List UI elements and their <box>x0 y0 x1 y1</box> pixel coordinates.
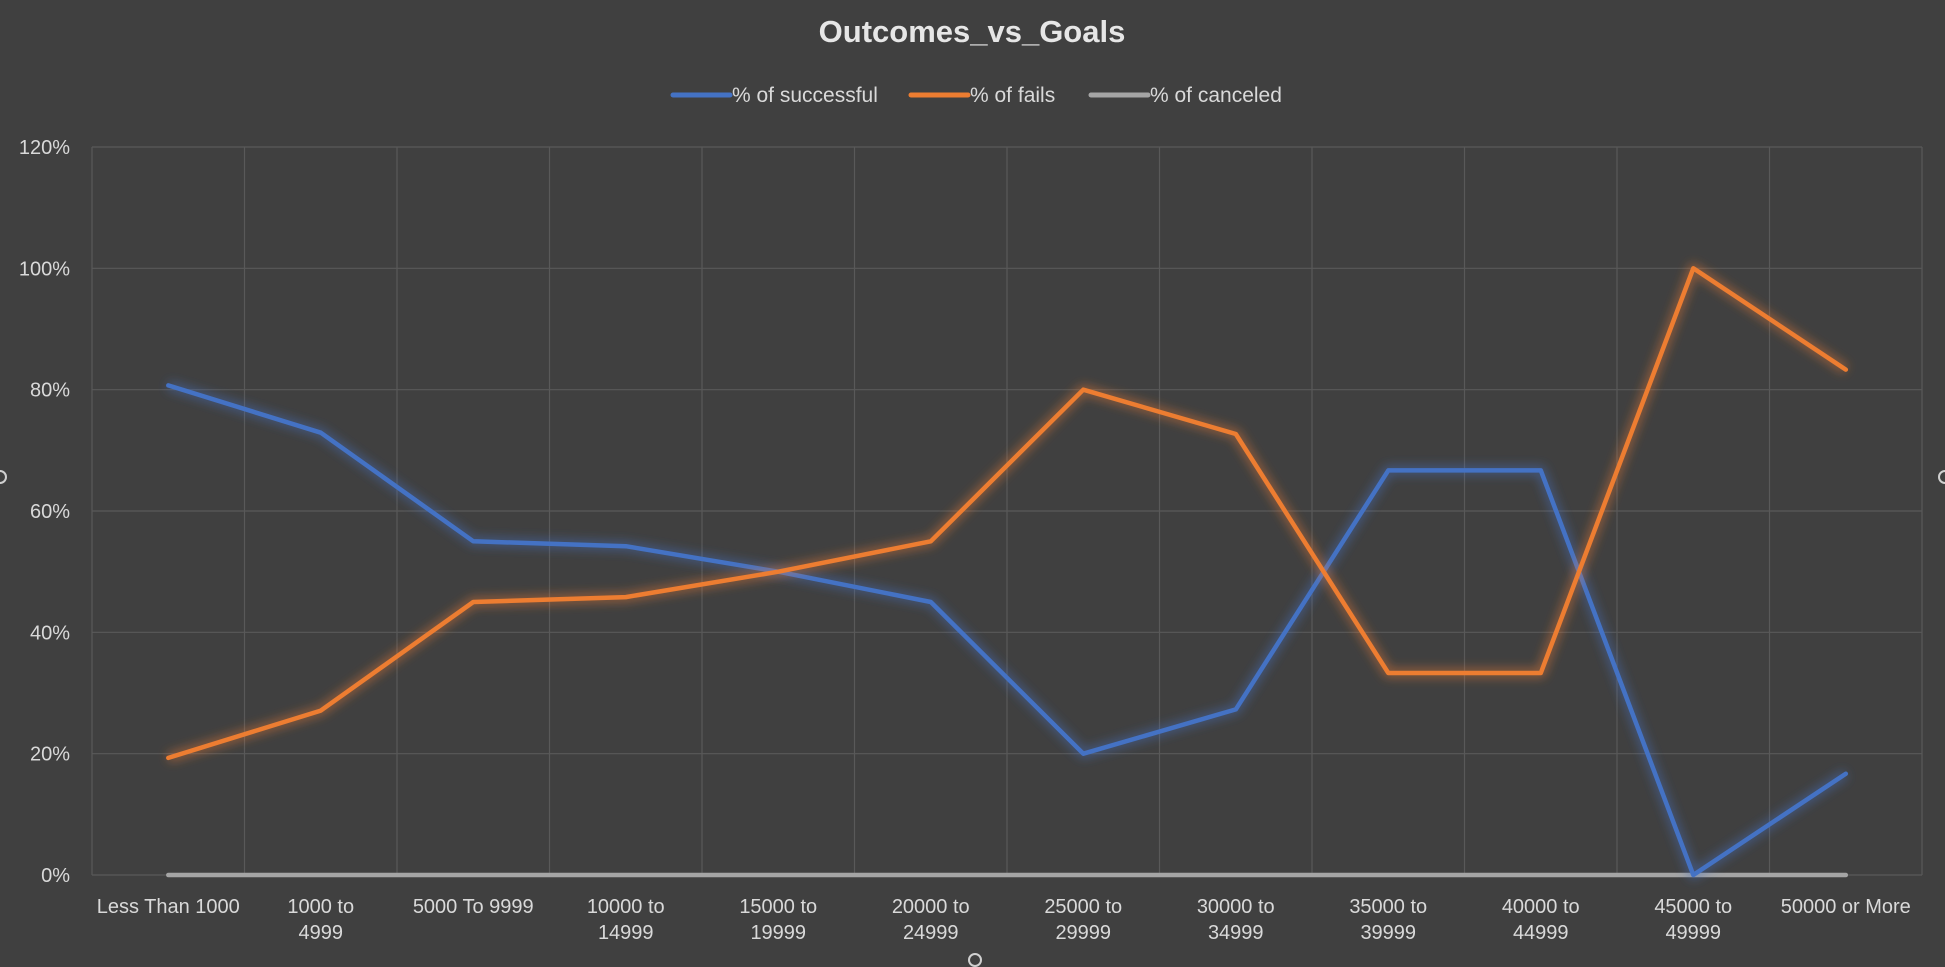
chart-resize-handle-bottom[interactable] <box>968 953 982 967</box>
series-lines <box>166 263 1849 880</box>
x-category-label: 20000 to 24999 <box>892 896 970 944</box>
series-line-of-successful[interactable] <box>166 383 1849 878</box>
legend-label: % of canceled <box>1150 84 1282 107</box>
chart-title: Outcomes_vs_Goals <box>819 14 1126 49</box>
legend-label: % of fails <box>970 84 1055 107</box>
chart-resize-handle-left[interactable] <box>0 470 7 484</box>
y-tick-label: 20% <box>30 744 70 766</box>
x-category-label: 40000 to 44999 <box>1502 896 1580 944</box>
x-category-label: 1000 to 4999 <box>287 896 354 944</box>
x-axis: Less Than 1000 1000 to 4999 5000 To 9999 100… <box>97 896 1911 944</box>
chart-resize-handle-right[interactable] <box>1938 470 1945 484</box>
y-tick-label: 120% <box>19 137 70 159</box>
x-category-label: 30000 to 34999 <box>1197 896 1275 944</box>
y-tick-label: 100% <box>19 258 70 280</box>
x-category-label: 25000 to 29999 <box>1044 896 1122 944</box>
legend: % of successful % of fails % of canceled <box>670 84 1282 107</box>
y-tick-label: 40% <box>30 622 70 644</box>
y-tick-label: 0% <box>41 865 70 887</box>
x-category-label: 35000 to 39999 <box>1349 896 1427 944</box>
series-line-of-fails[interactable] <box>166 266 1849 761</box>
gridlines <box>91 146 1923 876</box>
legend-label: % of successful <box>732 84 878 107</box>
y-tick-label: 60% <box>30 501 70 523</box>
x-category-label: 10000 to 14999 <box>587 896 665 944</box>
y-tick-label: 80% <box>30 380 70 402</box>
x-category-label: 5000 To 9999 <box>413 896 534 918</box>
y-axis: 0% 20% 40% 60% 80% 100% 120% <box>19 137 70 887</box>
x-category-label: 50000 or More <box>1781 896 1911 918</box>
x-category-label: 45000 to 49999 <box>1654 896 1732 944</box>
x-category-label: 15000 to 19999 <box>739 896 817 944</box>
x-category-label: Less Than 1000 <box>97 896 240 918</box>
